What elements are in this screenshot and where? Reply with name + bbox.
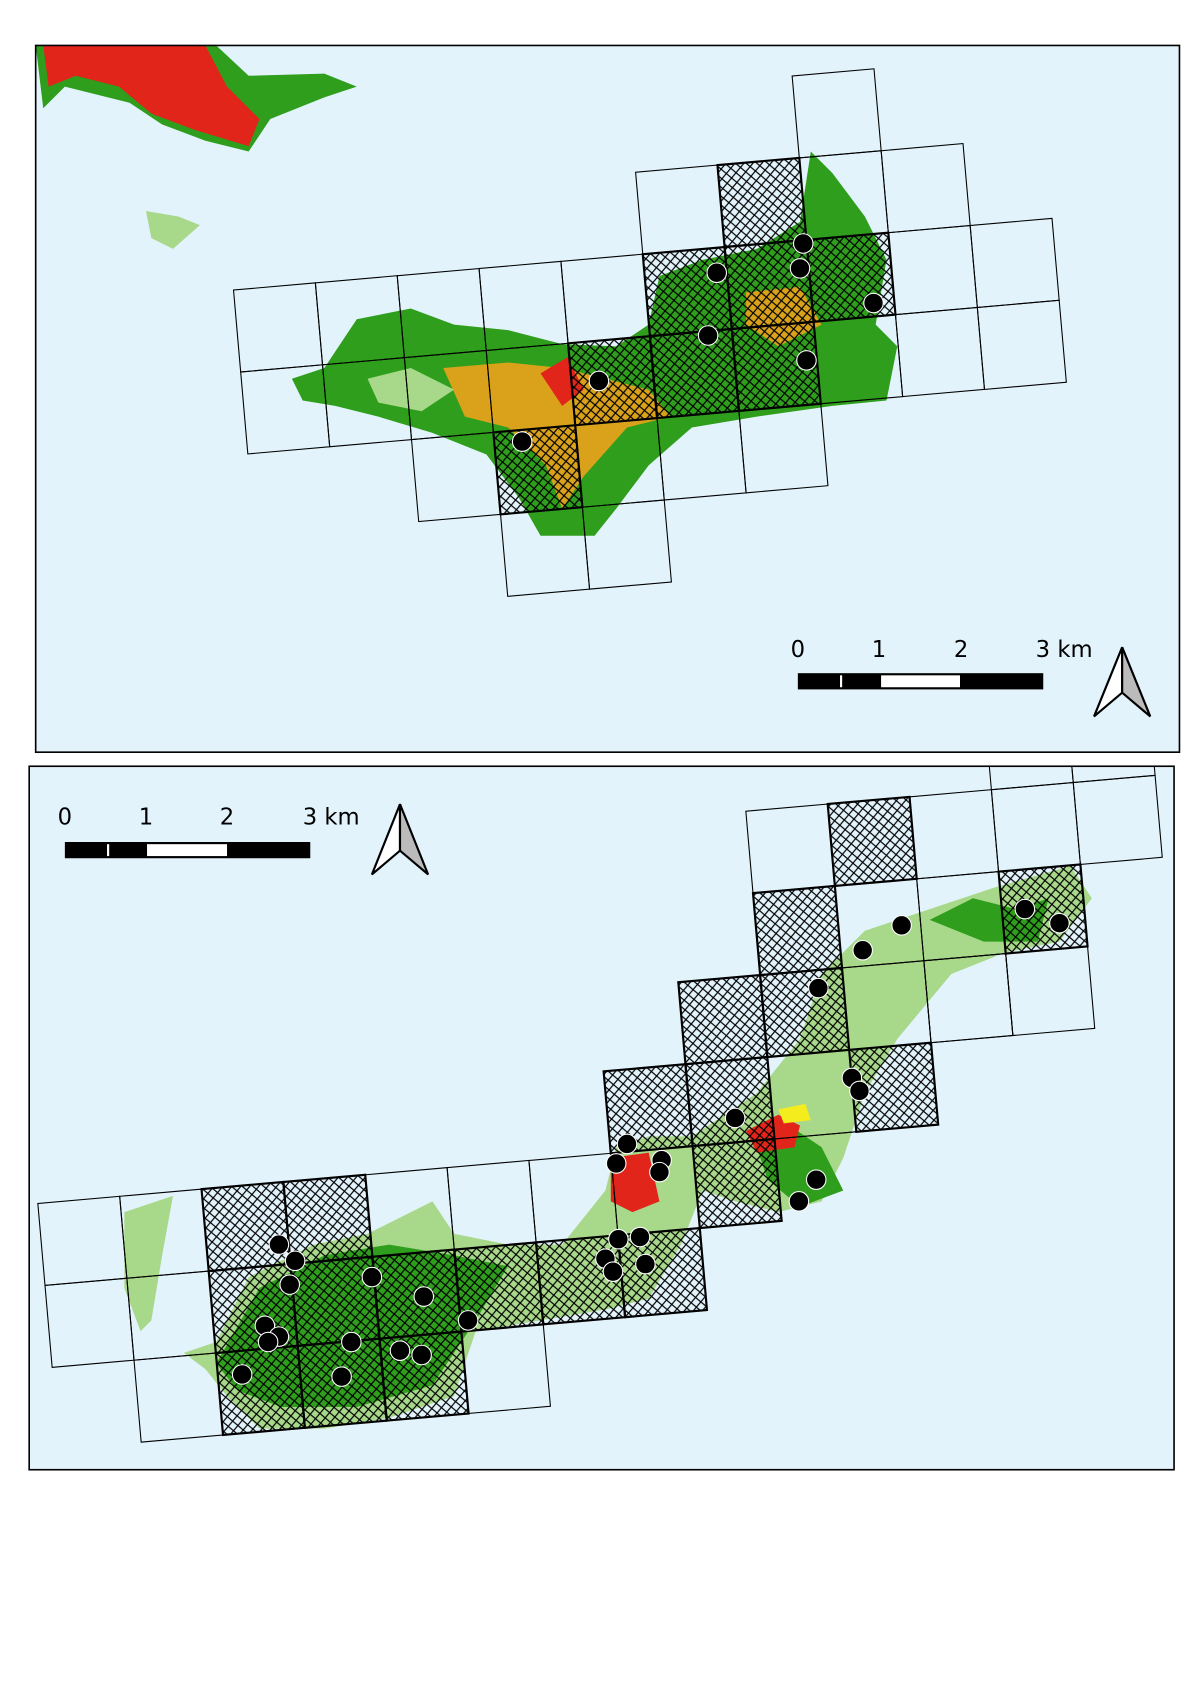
islet: [124, 1195, 173, 1332]
scale-label: 3 km: [303, 805, 360, 831]
hatched-cell: [997, 863, 1089, 955]
record-dot: [697, 325, 719, 346]
scale-label: 1: [872, 637, 886, 663]
record-dot: [792, 233, 814, 254]
hatched-cell: [716, 156, 808, 249]
record-dot: [635, 1253, 656, 1275]
record-dot: [1049, 912, 1070, 934]
record-dot: [257, 1331, 279, 1353]
map-bottom: 0 1 2 3 km: [29, 766, 1175, 1470]
hatched-cell: [826, 795, 918, 888]
grid-cell: [738, 403, 829, 494]
record-dot: [789, 258, 811, 279]
record-dot: [849, 1080, 870, 1102]
hatched-cell: [648, 327, 741, 420]
hatched-cell: [684, 1055, 776, 1148]
record-dot: [511, 431, 533, 452]
record-dot: [411, 1344, 432, 1366]
record-dot: [605, 1153, 627, 1174]
record-dot: [891, 915, 912, 936]
urban-area: [43, 45, 260, 147]
record-dot: [341, 1331, 362, 1353]
hatched-cell: [200, 1180, 292, 1273]
record-dot: [706, 262, 728, 284]
record-dot: [808, 977, 829, 999]
frame: [28, 765, 1175, 1471]
scale-label: 3 km: [1036, 637, 1093, 663]
scale-bar: 0 1 2 3 km: [791, 637, 1093, 690]
hatched-cell: [214, 1344, 307, 1437]
record-dot: [279, 1274, 300, 1295]
beach: [778, 1103, 811, 1124]
grid-cell: [976, 299, 1067, 390]
record-dot: [724, 1107, 746, 1129]
grid-cell: [1065, 766, 1156, 784]
record-dot: [805, 1169, 827, 1190]
hatched-cell: [691, 1137, 783, 1230]
record-dot: [796, 350, 817, 371]
record-dot: [852, 939, 873, 961]
record-dot: [331, 1366, 352, 1387]
record-dot: [284, 1250, 306, 1272]
scale-bar: 0 1 2 3 km: [58, 805, 360, 859]
records: [231, 898, 1070, 1387]
record-dot: [457, 1310, 479, 1331]
record-dot: [629, 1226, 651, 1248]
record-dot: [863, 292, 884, 314]
grid-cell: [983, 766, 1074, 791]
hatched-cell: [602, 1063, 694, 1155]
scale-label: 0: [791, 637, 805, 663]
islet: [145, 211, 200, 249]
record-dot: [413, 1286, 435, 1307]
record-dot: [588, 370, 610, 392]
scale-label: 2: [220, 805, 234, 831]
hatched-cell: [641, 245, 733, 338]
record-dot: [231, 1364, 253, 1385]
hatched-cell: [751, 884, 844, 977]
records: [511, 233, 884, 452]
record-dot: [1014, 898, 1036, 920]
record-dot: [361, 1266, 383, 1288]
hatched-cell: [677, 973, 769, 1066]
scale-label: 2: [954, 637, 968, 663]
record-dot: [389, 1340, 411, 1361]
north-arrow: [1093, 646, 1152, 718]
hatched-cell: [492, 424, 584, 516]
grid-cell: [581, 499, 672, 590]
map-top: 0 1 2 3 km: [35, 45, 1180, 753]
record-dot: [608, 1228, 629, 1250]
record-dot: [602, 1261, 624, 1282]
scale-label: 1: [139, 805, 153, 831]
scale-label: 0: [58, 805, 72, 831]
record-dot: [268, 1234, 290, 1255]
record-dot: [649, 1161, 670, 1183]
hatched-cell: [758, 966, 851, 1059]
hatched-cell: [282, 1173, 374, 1266]
record-dot: [616, 1133, 638, 1155]
record-dot: [788, 1191, 810, 1212]
north-arrow: [370, 803, 430, 876]
frame: [34, 44, 1181, 753]
hatched-cell: [566, 334, 659, 427]
